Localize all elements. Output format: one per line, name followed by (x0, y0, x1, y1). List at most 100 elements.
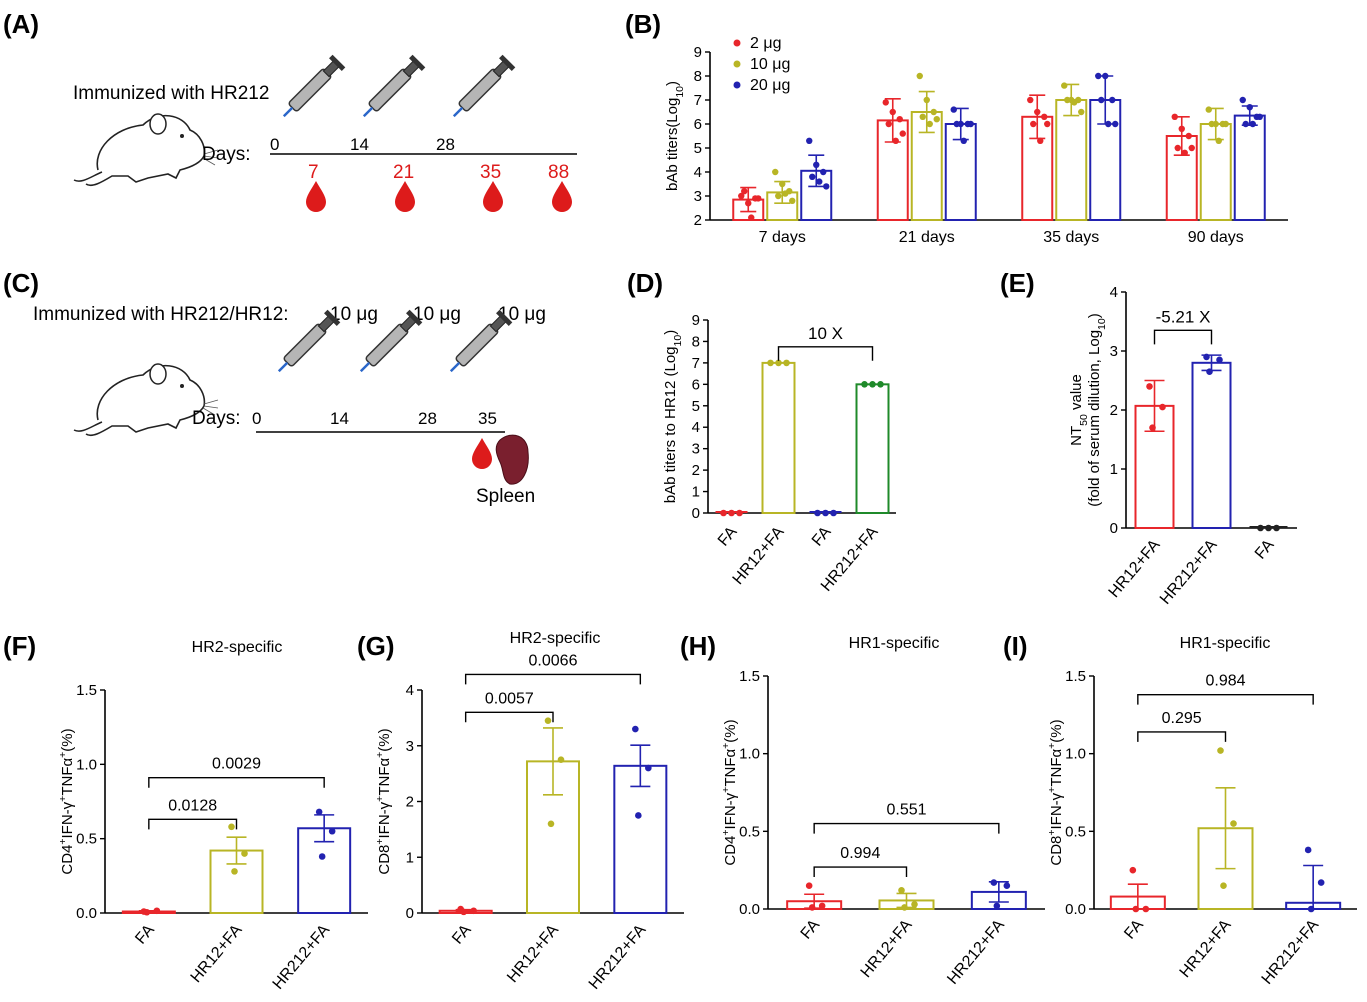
data-point (916, 72, 923, 80)
y-tick-label: 2 (406, 794, 414, 811)
data-point (1105, 120, 1112, 128)
data-point (930, 108, 937, 116)
y-tick-label: 4 (694, 164, 702, 181)
x-tick-label: FA (1121, 916, 1147, 942)
panel-label-f: (F) (3, 631, 36, 661)
comparison-bracket (1137, 731, 1227, 742)
y-tick-label: 1.0 (739, 746, 760, 763)
data-point (1185, 132, 1192, 140)
y-tick-label: 3 (694, 188, 702, 205)
y-tick-label: 1 (692, 484, 700, 501)
label-part: ) (1086, 313, 1103, 318)
data-point (775, 359, 782, 367)
y-axis-label: bAb titers to HR12 (Log10) (662, 330, 684, 503)
y-tick-label: 1 (406, 849, 414, 866)
label-part: CD4 (59, 845, 76, 875)
data-point (899, 130, 906, 137)
label-part: CD8 (1048, 836, 1065, 866)
data-point (960, 137, 967, 144)
y-tick-label: 5 (694, 140, 702, 157)
panel-a-days-label: Days: (202, 144, 251, 165)
bar (761, 361, 796, 514)
data-point (782, 190, 789, 197)
data-point (1044, 120, 1051, 128)
label-part: IFN-γ (1048, 792, 1065, 829)
data-point (806, 137, 813, 144)
data-point (779, 180, 786, 188)
y-tick-label: 2 (1110, 402, 1118, 419)
y-axis-label: CD8+IFN-γ+TNFα+(%) (374, 728, 393, 874)
label-part: TNFα (722, 749, 739, 787)
data-point (328, 827, 336, 835)
data-point (1220, 882, 1227, 889)
annotation-label: -5.21 X (1156, 307, 1211, 326)
blood-drop-icon (395, 181, 415, 212)
label-part: (%) (722, 719, 739, 742)
data-point (1181, 149, 1188, 156)
data-point (808, 904, 816, 911)
bleed-day-88: 88 (548, 162, 569, 183)
chart-i: 0.00.51.01.5CD8+IFN-γ+TNFα+(%)HR1-specif… (1046, 635, 1357, 988)
data-point (748, 214, 755, 221)
label-part: IFN-γ (376, 801, 393, 838)
label-sup: + (57, 838, 69, 844)
legend-label: 2 μg (750, 35, 781, 52)
data-point (1215, 137, 1222, 144)
data-point (1003, 882, 1011, 889)
y-tick-label: 1.5 (1065, 668, 1086, 685)
data-point (1030, 120, 1037, 128)
blood-drop-icon (306, 181, 326, 212)
label-sub: 10 (672, 335, 684, 347)
data-point (805, 882, 813, 889)
data-point (1102, 72, 1109, 80)
x-tick-label: HR212+FA (270, 921, 334, 992)
panel-c-immunized-text: Immunized with HR212/HR12: (33, 304, 289, 325)
data-point (1071, 99, 1078, 106)
data-point (1061, 82, 1068, 89)
data-point (896, 116, 903, 123)
x-tick-label: HR212+FA (586, 921, 650, 992)
x-tick-label: 21 days (899, 229, 955, 246)
x-tick-label: FA (798, 916, 824, 942)
data-point (1206, 368, 1213, 375)
data-point (953, 120, 960, 128)
y-axis-label: NT50 value (1068, 374, 1090, 446)
bar (1191, 361, 1232, 529)
label-sup: + (374, 838, 386, 844)
chart-e: 0 1 2 3 4 NT50 value (fold of serum dilution, … (1068, 284, 1297, 608)
y-tick-label: 0.0 (739, 901, 760, 918)
data-point (1132, 905, 1140, 913)
label-part: NT (1068, 426, 1085, 446)
data-point (1112, 120, 1119, 128)
bar (1233, 114, 1266, 221)
annotation-bracket (777, 346, 874, 361)
x-tick-label: 35 days (1043, 229, 1099, 246)
panel-label-i: (I) (1003, 631, 1028, 661)
data-point (1256, 113, 1263, 121)
y-tick-label: 6 (692, 376, 700, 393)
legend-marker (733, 39, 741, 47)
data-point (1217, 747, 1224, 754)
data-point (241, 850, 248, 857)
bleed-day-21: 21 (393, 162, 414, 183)
data-point (911, 901, 918, 908)
data-point (1146, 383, 1153, 390)
label-part: value (1068, 374, 1085, 414)
y-tick-label: 5 (692, 398, 700, 415)
data-point (1041, 113, 1048, 121)
data-point (822, 509, 829, 517)
bleed-day-35: 35 (480, 162, 501, 183)
data-point (816, 178, 823, 185)
data-point (1078, 108, 1085, 116)
y-tick-label: 0.5 (1065, 823, 1086, 840)
y-tick-label: 0.0 (76, 905, 97, 922)
comparison-bracket (813, 822, 1000, 834)
data-point (231, 868, 238, 875)
x-tick-label: HR12+FA (188, 921, 246, 986)
panel-a-schematic: Immunized with HR212 Days: 0 14 28 7 21 … (73, 53, 577, 212)
data-point (1246, 104, 1253, 111)
x-tick-label: HR12+FA (504, 921, 562, 986)
data-point (892, 137, 899, 144)
data-point (728, 509, 735, 517)
